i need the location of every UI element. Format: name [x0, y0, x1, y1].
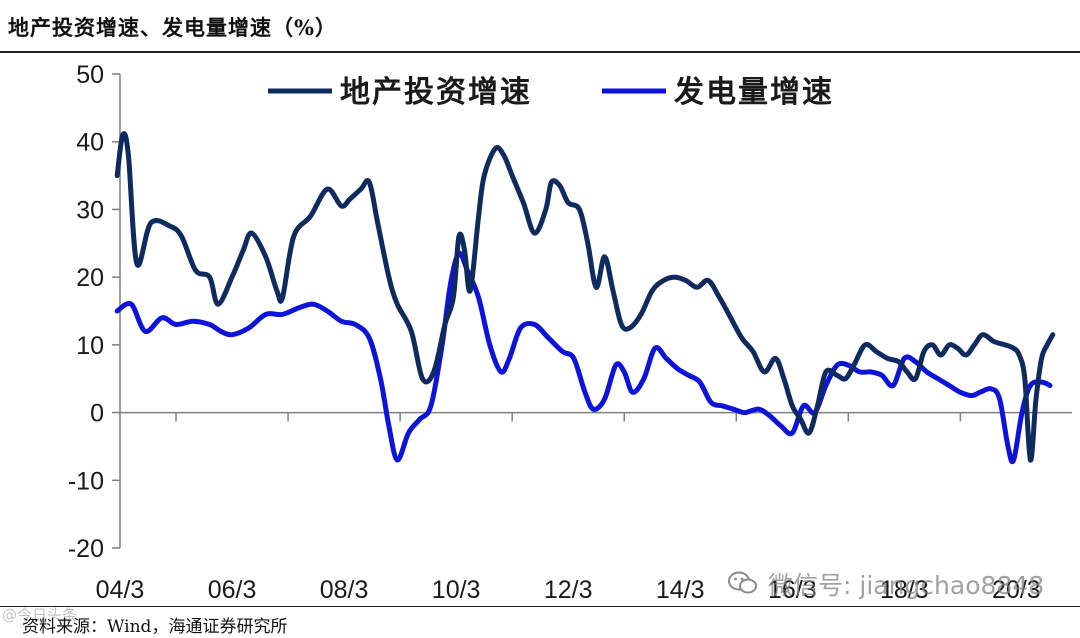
footer-divider	[0, 606, 1080, 607]
x-tick-label: 08/3	[320, 576, 369, 604]
wechat-icon	[728, 570, 758, 600]
y-tick-label: 30	[76, 196, 104, 224]
x-tick-label: 10/3	[432, 576, 481, 604]
y-tick-label: 40	[76, 129, 104, 157]
x-tick-label: 16/3	[768, 576, 817, 604]
toutiao-watermark: @今日头条	[2, 606, 78, 624]
y-tick-label: 50	[76, 61, 104, 89]
legend-label: 地产投资增速	[340, 75, 532, 110]
y-tick-label: 20	[76, 264, 104, 292]
x-tick-label: 18/3	[880, 576, 929, 604]
wechat-watermark: 微信号: jiangchao8848	[768, 571, 1045, 600]
chart-title: 地产投资增速、发电量增速（%）	[8, 15, 337, 40]
legend-label: 发电量增速	[673, 75, 834, 110]
y-tick-label: 0	[90, 400, 104, 428]
series-line	[114, 250, 1053, 465]
x-tick-label: 20/3	[992, 576, 1041, 604]
x-tick-label: 14/3	[656, 576, 705, 604]
y-tick-label: -20	[68, 535, 104, 563]
y-tick-label: 10	[76, 332, 104, 360]
chart-series	[114, 131, 1056, 465]
x-tick-label: 12/3	[544, 576, 593, 604]
title-divider	[0, 51, 1080, 53]
series-line	[114, 131, 1056, 463]
y-tick-label: -10	[68, 467, 104, 495]
source-note: 资料来源：Wind，海通证券研究所	[22, 617, 288, 637]
chart-axes: 50 40 30 20 10 0 -10 -20 04/3 06/3 08/3 10/3 12/3 14/…	[68, 61, 1072, 604]
x-tick-label: 04/3	[96, 576, 145, 604]
chart-legend: 地产投资增速 发电量增速	[268, 75, 834, 110]
x-tick-label: 06/3	[208, 576, 257, 604]
